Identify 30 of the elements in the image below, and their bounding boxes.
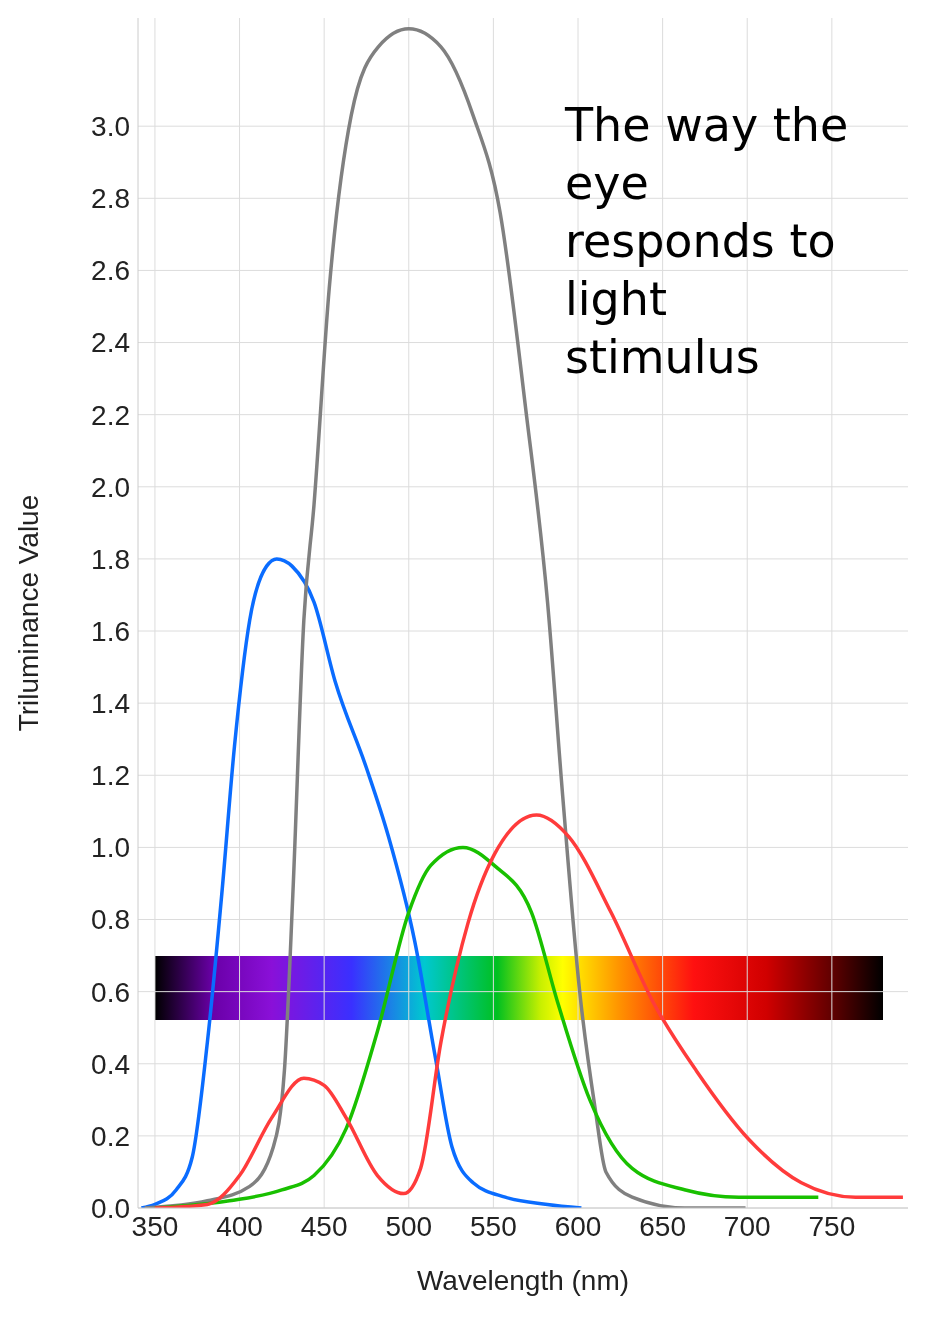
x-tick-label: 500	[385, 1210, 433, 1242]
x-tick-label: 350	[131, 1210, 179, 1242]
y-tick-label: 2.2	[91, 399, 130, 431]
y-tick-label: 0.8	[91, 904, 130, 936]
line-series	[153, 813, 905, 1208]
line-series	[139, 557, 584, 1208]
y-tick-label: 0.6	[91, 976, 130, 1008]
y-tick-label: 2.6	[91, 255, 130, 287]
y-tick-label: 0.2	[91, 1120, 130, 1152]
x-tick-label: 650	[639, 1210, 686, 1242]
y-axis-title: Triluminance Value	[12, 494, 44, 732]
y-tick-label: 3.0	[91, 111, 130, 143]
annotation: The way the eye responds to light stimulus	[565, 97, 850, 386]
y-tick-label: 0.4	[91, 1048, 130, 1080]
y-tick-label: 2.8	[91, 183, 130, 215]
x-axis-title: Wavelength (nm)	[416, 1265, 630, 1296]
x-tick-label: 750	[808, 1210, 856, 1242]
y-tick-label: 2.0	[91, 471, 130, 503]
x-tick-label: 600	[554, 1210, 602, 1242]
x-tick-label: 400	[216, 1210, 263, 1242]
x-tick-label: 700	[723, 1210, 771, 1242]
y-tick-label: 1.6	[91, 615, 130, 647]
y-tick-label: 0.0	[91, 1192, 130, 1224]
y-tick-label: 1.0	[91, 832, 130, 864]
y-tick-label: 1.2	[91, 760, 130, 792]
y-tick-label: 2.4	[91, 327, 130, 359]
y-tick-label: 1.4	[91, 688, 130, 720]
x-tick-label: 450	[300, 1210, 348, 1242]
y-tick-label: 1.8	[91, 543, 130, 575]
x-tick-label: 550	[470, 1210, 517, 1242]
